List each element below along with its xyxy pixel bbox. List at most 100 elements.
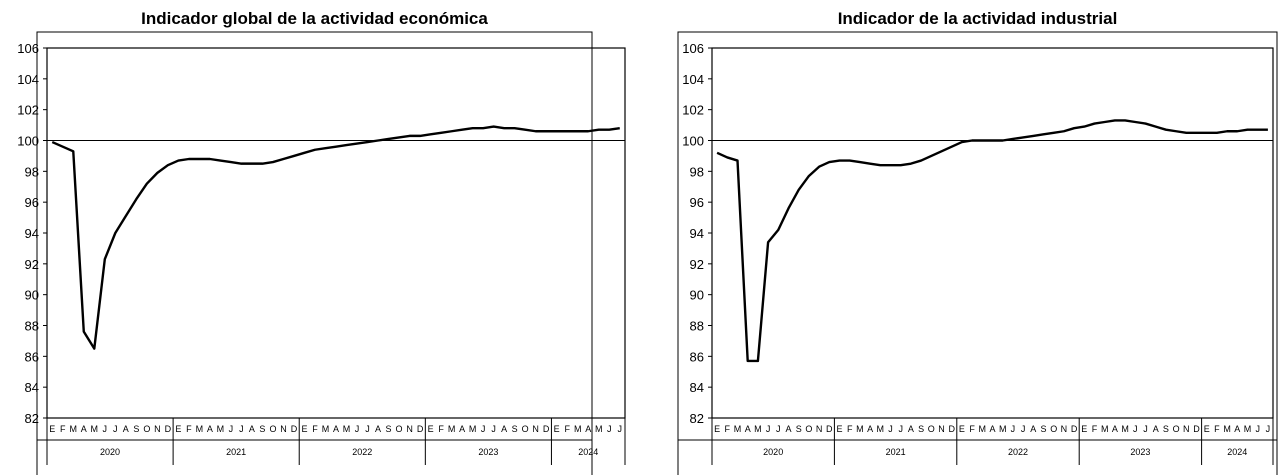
year-label: 2021 (886, 447, 906, 457)
month-tick-label: J (898, 424, 903, 434)
month-tick-label: A (1234, 424, 1240, 434)
year-label: 2020 (763, 447, 783, 457)
month-tick-label: F (564, 424, 570, 434)
y-tick-label: 102 (682, 103, 704, 118)
y-tick-label: 100 (682, 134, 704, 149)
month-tick-label: A (785, 424, 791, 434)
month-tick-label: J (1133, 424, 1138, 434)
y-tick-label: 100 (17, 134, 39, 149)
plot-area (711, 47, 1274, 419)
month-tick-label: F (969, 424, 975, 434)
month-tick-label: S (386, 424, 392, 434)
y-tick-label: 104 (17, 72, 39, 87)
month-tick-label: D (417, 424, 424, 434)
year-label: 2021 (226, 447, 246, 457)
month-tick-label: D (1193, 424, 1200, 434)
month-tick-label: M (734, 424, 742, 434)
month-tick-label: J (1266, 424, 1271, 434)
month-tick-label: N (406, 424, 413, 434)
y-tick-label: 106 (17, 41, 39, 56)
month-tick-label: M (217, 424, 225, 434)
month-tick-label: E (49, 424, 55, 434)
y-tick-label: 92 (25, 257, 39, 272)
month-tick-label: J (617, 424, 622, 434)
y-tick-label: 88 (25, 319, 39, 334)
month-tick-label: F (312, 424, 318, 434)
month-tick-label: M (196, 424, 204, 434)
month-tick-label: F (60, 424, 66, 434)
month-tick-label: M (877, 424, 885, 434)
year-label: 2020 (100, 447, 120, 457)
plot-area (46, 47, 626, 419)
month-tick-label: J (1021, 424, 1026, 434)
month-tick-label: J (607, 424, 612, 434)
month-tick-label: E (959, 424, 965, 434)
month-tick-label: J (229, 424, 234, 434)
month-tick-label: M (574, 424, 582, 434)
y-tick-label: 96 (25, 195, 39, 210)
month-tick-label: D (948, 424, 955, 434)
month-tick-label: M (999, 424, 1007, 434)
month-tick-label: O (1050, 424, 1057, 434)
y-tick-label: 102 (17, 103, 39, 118)
month-tick-label: M (1121, 424, 1129, 434)
month-tick-label: S (512, 424, 518, 434)
y-tick-label: 98 (25, 164, 39, 179)
month-tick-label: E (714, 424, 720, 434)
month-tick-label: J (888, 424, 893, 434)
y-tick-label: 84 (690, 380, 704, 395)
chart-industrial-activity: Indicador de la actividad industrial 106 1… (677, 9, 1278, 475)
month-tick-label: J (355, 424, 360, 434)
month-tick-label: S (259, 424, 265, 434)
y-tick-label: 98 (690, 164, 704, 179)
month-tick-label: A (1030, 424, 1036, 434)
month-tick-label: M (979, 424, 987, 434)
month-tick-label: S (1040, 424, 1046, 434)
month-tick-label: J (365, 424, 370, 434)
year-label: 2023 (1130, 447, 1150, 457)
month-tick-label: J (239, 424, 244, 434)
month-tick-label: M (856, 424, 864, 434)
month-tick-label: N (816, 424, 823, 434)
y-tick-label: 90 (25, 288, 39, 303)
month-tick-label: M (595, 424, 603, 434)
year-label: 2023 (478, 447, 498, 457)
month-tick-label: S (796, 424, 802, 434)
chart-frame (36, 31, 593, 441)
month-tick-label: J (103, 424, 108, 434)
month-tick-label: E (836, 424, 842, 434)
month-tick-label: O (805, 424, 812, 434)
y-tick-label: 90 (690, 288, 704, 303)
month-tick-label: A (459, 424, 465, 434)
month-tick-label: A (585, 424, 591, 434)
y-tick-label: 84 (25, 380, 39, 395)
month-tick-label: D (543, 424, 550, 434)
year-label: 2024 (1227, 447, 1247, 457)
y-tick-label: 88 (690, 319, 704, 334)
month-tick-label: E (554, 424, 560, 434)
month-tick-label: M (754, 424, 762, 434)
month-tick-label: O (1173, 424, 1180, 434)
month-tick-label: N (154, 424, 161, 434)
month-tick-label: M (448, 424, 456, 434)
month-tick-label: F (186, 424, 192, 434)
chart-frame (677, 31, 1278, 441)
month-tick-label: A (745, 424, 751, 434)
y-tick-label: 92 (690, 257, 704, 272)
y-tick-label: 104 (682, 72, 704, 87)
month-tick-label: N (938, 424, 945, 434)
y-tick-label: 82 (690, 411, 704, 426)
y-tick-label: 86 (25, 349, 39, 364)
month-tick-label: O (269, 424, 276, 434)
month-tick-label: J (113, 424, 118, 434)
month-tick-label: J (1255, 424, 1260, 434)
month-tick-label: O (396, 424, 403, 434)
month-tick-label: N (1061, 424, 1068, 434)
series-line (51, 125, 620, 350)
month-tick-label: F (1214, 424, 1220, 434)
month-tick-label: E (175, 424, 181, 434)
y-tick-label: 106 (682, 41, 704, 56)
y-tick-label: 94 (25, 226, 39, 241)
month-tick-label: J (776, 424, 781, 434)
